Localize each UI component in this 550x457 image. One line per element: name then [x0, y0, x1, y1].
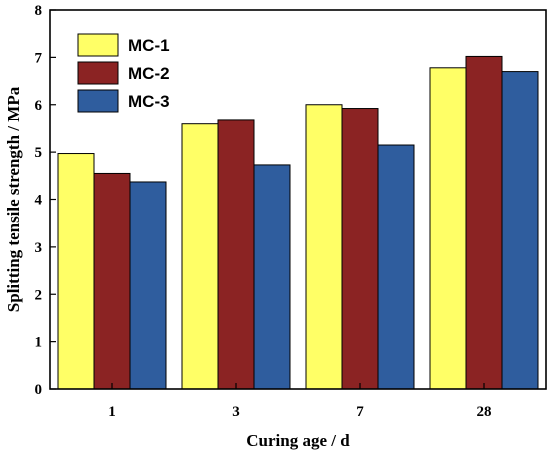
- bar-mc-3-3: [253, 164, 291, 390]
- y-tick-label: 5: [35, 145, 43, 161]
- x-tick-label: 7: [356, 404, 364, 420]
- legend-swatch-mc-3: [77, 89, 119, 113]
- legend-label-mc-2: MC-2: [128, 64, 170, 83]
- bar-mc-1-28: [429, 67, 467, 390]
- bar-mc-1-7: [305, 104, 343, 390]
- y-tick-label: 2: [35, 287, 43, 303]
- legend-label-mc-3: MC-3: [128, 92, 170, 111]
- bars-group: [57, 55, 539, 390]
- y-tick-label: 4: [35, 193, 43, 209]
- bar-mc-2-3: [217, 119, 255, 390]
- x-tick-label: 28: [477, 404, 492, 420]
- bar-mc-3-1: [129, 181, 167, 390]
- bar-mc-2-1: [93, 172, 131, 390]
- y-axis-ticks: 0 1 2 3 4 5 6 7 8: [35, 3, 56, 398]
- y-tick-label: 0: [35, 382, 43, 398]
- legend-swatch-mc-1: [77, 33, 119, 57]
- bar-mc-3-28: [501, 71, 539, 390]
- y-axis-title: Splitting tensile strength / MPa: [4, 86, 23, 312]
- bar-mc-1-3: [181, 123, 219, 390]
- y-tick-label: 7: [35, 50, 43, 66]
- x-tick-label: 3: [232, 404, 240, 420]
- x-tick-label: 1: [108, 404, 116, 420]
- bar-mc-1-1: [57, 153, 95, 390]
- y-tick-label: 3: [35, 240, 43, 256]
- legend: MC-1 MC-2 MC-3: [77, 33, 170, 113]
- legend-swatch-mc-2: [77, 61, 119, 85]
- y-tick-label: 8: [35, 3, 43, 19]
- bar-mc-3-7: [377, 144, 415, 390]
- bar-mc-2-28: [465, 55, 503, 390]
- plot-frame: [49, 9, 547, 390]
- y-tick-label: 1: [35, 335, 43, 351]
- legend-label-mc-1: MC-1: [128, 36, 170, 55]
- y-tick-label: 6: [35, 98, 43, 114]
- x-axis-ticks: 1 3 7 28: [108, 383, 492, 420]
- x-axis-title: Curing age / d: [246, 431, 350, 450]
- bar-mc-2-7: [341, 108, 379, 390]
